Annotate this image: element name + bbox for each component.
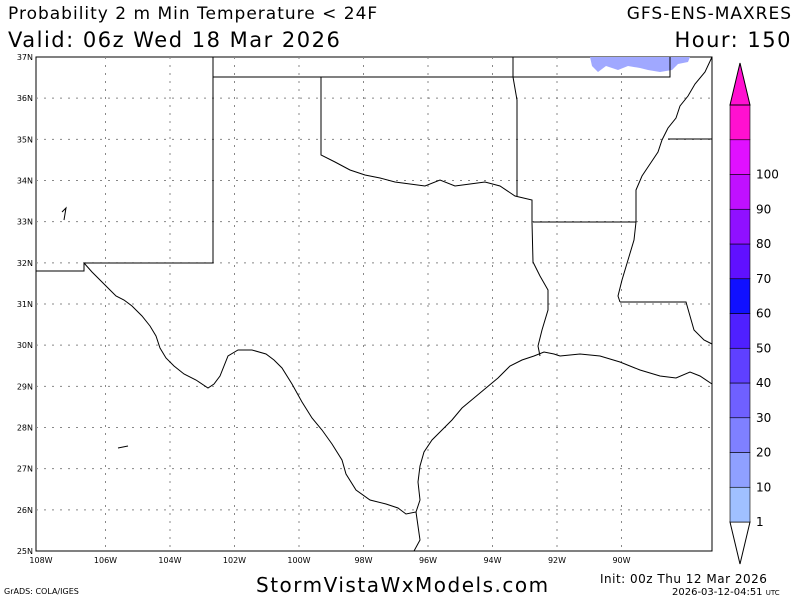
legend-swatch	[729, 417, 751, 453]
legend-label: 1	[756, 515, 764, 529]
grads-credit: GrADS: COLA/IGES	[4, 587, 79, 596]
legend-swatch	[729, 313, 751, 349]
legend-label: 20	[756, 446, 771, 460]
latitude-label: 25N	[17, 547, 33, 556]
timezone-label: UTC	[765, 589, 780, 597]
legend-swatch	[729, 382, 751, 419]
gulf-coast-east	[559, 353, 713, 385]
lake-feature-2	[117, 445, 129, 449]
latitude-label: 37N	[17, 53, 33, 62]
longitude-label: 94W	[483, 556, 501, 565]
legend-swatch	[729, 452, 751, 488]
latitude-label: 35N	[17, 135, 33, 144]
site-watermark: StormVistaWxModels.com	[256, 573, 550, 597]
legend-swatch	[729, 139, 751, 175]
probability-shaded-region	[590, 57, 690, 72]
forecast-hour: Hour: 150	[674, 28, 792, 52]
longitude-label: 92W	[548, 556, 566, 565]
texas-border	[82, 57, 561, 515]
model-name: GFS-ENS-MAXRES	[626, 4, 792, 24]
lake-feature-1	[61, 206, 67, 221]
latitude-label: 36N	[17, 94, 33, 103]
latitude-label: 31N	[17, 300, 33, 309]
init-time: Init: 00z Thu 12 Mar 2026	[600, 572, 768, 586]
longitude-label: 100W	[287, 556, 310, 565]
legend-swatch	[729, 174, 751, 210]
latitude-labels: 37N 36N 35N 34N 33N 32N 31N 30N 29N 28N 27N 26N 25N	[17, 53, 33, 556]
legend-swatch	[729, 243, 751, 280]
longitude-label: 98W	[354, 556, 372, 565]
latitude-label: 34N	[17, 177, 33, 186]
latitude-label: 27N	[17, 465, 33, 474]
latitude-label: 30N	[17, 341, 33, 350]
oklahoma-east-border	[512, 76, 518, 196]
legend-swatch	[729, 486, 751, 523]
boundaries	[36, 56, 713, 552]
longitude-label: 96W	[419, 556, 437, 565]
probability-legend: 1 10 20 30 40 50 60 70 80 90 100	[729, 62, 779, 565]
louisiana-border	[620, 301, 713, 345]
legend-swatch	[729, 208, 751, 245]
longitude-label: 106W	[94, 556, 117, 565]
arkansas-north-border	[513, 57, 671, 78]
mexico-border-west	[36, 263, 85, 272]
chart-title: Probability 2 m Min Temperature < 24F	[8, 4, 379, 24]
longitude-labels: 108W 106W 104W 102W 100W 98W 96W 94W 92W 90W	[29, 556, 630, 565]
generated-timestamp-value: 2026-03-12-04:51	[672, 587, 763, 598]
texas-north-border	[213, 76, 534, 263]
generated-timestamp: 2026-03-12-04:51 UTC	[672, 587, 780, 598]
legend-label: 80	[756, 237, 771, 251]
longitude-label: 90W	[612, 556, 630, 565]
latitude-label: 33N	[17, 218, 33, 227]
longitude-label: 104W	[158, 556, 181, 565]
legend-swatch	[729, 104, 751, 141]
legend-label: 60	[756, 307, 771, 321]
legend-label: 10	[756, 480, 771, 494]
legend-label: 50	[756, 341, 771, 355]
legend-label: 30	[756, 411, 771, 425]
padre-island	[413, 511, 421, 552]
legend-swatch	[729, 278, 751, 314]
legend-label: 100	[756, 168, 779, 182]
mississippi-river	[617, 56, 713, 303]
longitude-label: 102W	[223, 556, 246, 565]
legend-label: 40	[756, 376, 771, 390]
latitude-label: 28N	[17, 424, 33, 433]
latitude-label: 26N	[17, 506, 33, 515]
legend-swatch	[729, 347, 751, 384]
legend-bottom-cap	[729, 521, 751, 565]
valid-time: Valid: 06z Wed 18 Mar 2026	[8, 28, 342, 52]
legend-top-cap	[729, 62, 751, 106]
legend-label: 90	[756, 202, 771, 216]
longitude-label: 108W	[29, 556, 52, 565]
latitude-label: 32N	[17, 259, 33, 268]
texas-east-border	[532, 261, 549, 357]
legend-label: 70	[756, 272, 771, 286]
latitude-label: 29N	[17, 382, 33, 391]
